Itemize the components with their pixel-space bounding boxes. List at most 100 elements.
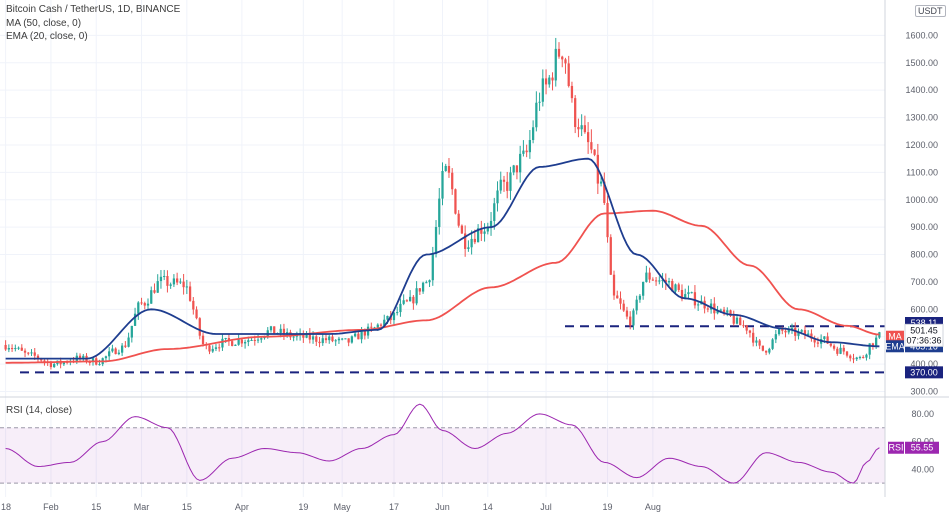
candle-body (603, 181, 606, 203)
candle-body (632, 310, 635, 326)
candle-body (373, 327, 376, 329)
candle-body (781, 329, 784, 331)
candle-body (654, 280, 658, 282)
price-tick-label: 300.00 (910, 387, 938, 397)
price-axis[interactable]: 300.00400.00500.00600.00700.00800.00900.… (905, 30, 938, 396)
candle-body (376, 324, 379, 328)
candle-body (133, 313, 137, 326)
chart-title: Bitcoin Cash / TetherUS, 1D, BINANCE (6, 4, 181, 15)
candle-body (875, 337, 878, 347)
candle-body (27, 352, 30, 354)
ma-legend[interactable]: MA (50, close, 0) (6, 18, 82, 29)
price-tick-label: 1500.00 (905, 58, 938, 68)
candle-body (402, 300, 405, 304)
candle-body (538, 101, 541, 103)
time-tick-label: Jun (435, 502, 450, 512)
candle-body (412, 296, 415, 304)
rsi-tick-label: 40.00 (911, 464, 934, 474)
candle-body (836, 348, 839, 354)
candle-body (849, 355, 852, 359)
candle-body (612, 274, 616, 296)
candle-body (124, 345, 127, 347)
candle-body (33, 352, 36, 356)
candle-body (716, 310, 719, 314)
price-tick-label: 1400.00 (905, 85, 938, 95)
candle-body (392, 312, 396, 321)
candle-body (551, 77, 554, 81)
candle-body (153, 290, 156, 293)
candle-body (865, 354, 868, 358)
time-tick-label: 15 (91, 502, 101, 512)
candle-body (609, 237, 612, 275)
candle-body (800, 330, 803, 332)
candle-body (690, 292, 693, 294)
candle-body (722, 309, 726, 313)
candle-body (577, 127, 580, 130)
candle-body (745, 325, 748, 331)
candle-body (842, 347, 845, 352)
candle-body (243, 342, 247, 344)
candle-body (755, 340, 758, 343)
candle-body (78, 355, 82, 359)
support-tag-bg (905, 366, 943, 379)
candle-body (14, 348, 17, 350)
candle-body (150, 290, 153, 304)
price-tick-label: 800.00 (910, 250, 938, 260)
candle-body (305, 333, 308, 338)
candle-body (774, 334, 777, 340)
time-tick-label: Aug (645, 502, 661, 512)
candle-body (512, 165, 515, 173)
candle-body (7, 348, 10, 350)
candle-body (20, 347, 23, 351)
rsi-line (5, 403, 880, 484)
candle-body (622, 303, 625, 311)
candle-body (871, 343, 875, 347)
candle-body (590, 142, 593, 150)
candle-body (156, 281, 159, 293)
candle-body (98, 364, 101, 366)
ema-legend[interactable]: EMA (20, close, 0) (6, 31, 88, 42)
ema-tag-label: EMA (885, 341, 905, 351)
candle-body (318, 341, 321, 344)
candle-body (787, 328, 790, 333)
price-tick-label: 1000.00 (905, 195, 938, 205)
candle-body (282, 328, 286, 335)
support-tag-value: 370.00 (910, 367, 938, 377)
rsi-legend[interactable]: RSI (14, close) (6, 405, 73, 416)
price-tick-label: 1100.00 (906, 167, 938, 177)
candle-body (88, 361, 91, 363)
rsi-band (0, 427, 885, 484)
candle-body (493, 203, 496, 221)
candle-body (868, 343, 871, 355)
time-tick-label: 15 (182, 502, 192, 512)
candle-body (421, 282, 425, 292)
candle-body (321, 338, 324, 344)
price-tick-label: 400.00 (910, 359, 938, 369)
candle-body (218, 347, 221, 349)
candle-body (625, 310, 629, 317)
candle-body (221, 338, 224, 348)
candle-body (664, 279, 667, 283)
currency-badge[interactable]: USDT (915, 5, 946, 17)
candle-body (159, 276, 163, 282)
candle-body (528, 140, 532, 153)
candle-body (878, 332, 881, 338)
candle-body (502, 179, 506, 182)
time-axis[interactable]: 18 Feb 15 Mar 15 Apr 19 May 17 Jun 14 Jul 19 Aug (1, 502, 661, 512)
candle-body (645, 272, 648, 282)
countdown-value: 07:36:36 (906, 335, 941, 345)
candle-body (570, 85, 574, 99)
candle-body (823, 336, 826, 340)
candle-body (250, 339, 253, 341)
rsi-axis[interactable]: 40.00 60.00 80.00 (911, 409, 934, 474)
candle-body (302, 333, 305, 338)
candle-body (224, 337, 227, 339)
candle-body (166, 276, 169, 286)
candle-body (574, 98, 577, 128)
candle-body (693, 292, 697, 306)
candle-body (399, 303, 402, 313)
candle-body (826, 336, 829, 344)
candle-body (40, 358, 43, 361)
candle-body (739, 317, 742, 326)
